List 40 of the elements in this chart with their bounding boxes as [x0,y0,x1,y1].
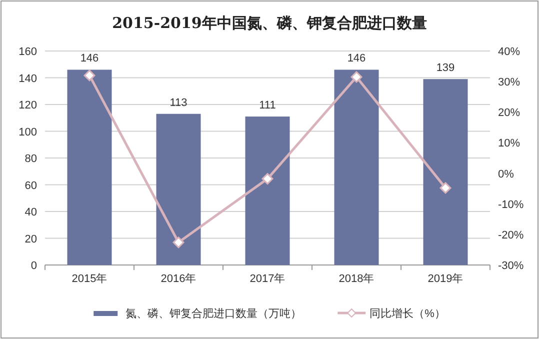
bar [245,116,290,265]
x-tick-label: 2017年 [250,273,286,285]
y-tick-label: 20 [24,233,37,246]
point [440,182,452,194]
legend-label: 同比增长（%） [370,307,446,320]
y-tick-label: 0 [30,260,37,272]
y2-tick-label: -10% [498,198,524,211]
data-label: 113 [170,96,188,109]
y-tick-label: 80 [24,153,37,165]
y-tick-label: 120 [18,100,37,112]
chart-title: 2015-2019年中国氮、磷、钾复合肥进口数量 [112,14,427,32]
data-label: 146 [347,52,366,65]
bar [156,114,201,265]
point [262,173,274,185]
bar [423,79,468,265]
point [172,236,184,248]
legend-label: 氮、磷、钾复合肥进口数量（万吨） [126,307,302,320]
y2-tick-label: 20% [498,107,520,120]
bar [67,70,112,265]
y2-tick-label: 40% [498,46,520,58]
y-tick-label: 160 [18,46,37,58]
data-label: 139 [436,62,455,74]
y2-tick-label: -20% [498,229,524,242]
x-tick-label: 2015年 [72,273,108,285]
x-tick-label: 2018年 [338,273,374,285]
point [350,71,362,83]
x-tick-label: 2016年 [160,273,196,285]
y2-tick-label: 10% [498,138,520,150]
y2-tick-label: 0% [498,168,514,180]
x-tick-label: 2019年 [428,273,464,285]
y-tick-label: 100 [18,126,37,138]
point [84,70,96,82]
y-tick-label: 60 [24,180,37,192]
y2-tick-label: -30% [498,260,524,272]
bar [334,70,379,265]
y2-tick-label: 30% [498,76,520,89]
y-tick-label: 40 [24,206,37,218]
y-tick-label: 140 [18,72,37,85]
data-label: 146 [80,52,99,65]
data-label: 111 [259,100,276,112]
